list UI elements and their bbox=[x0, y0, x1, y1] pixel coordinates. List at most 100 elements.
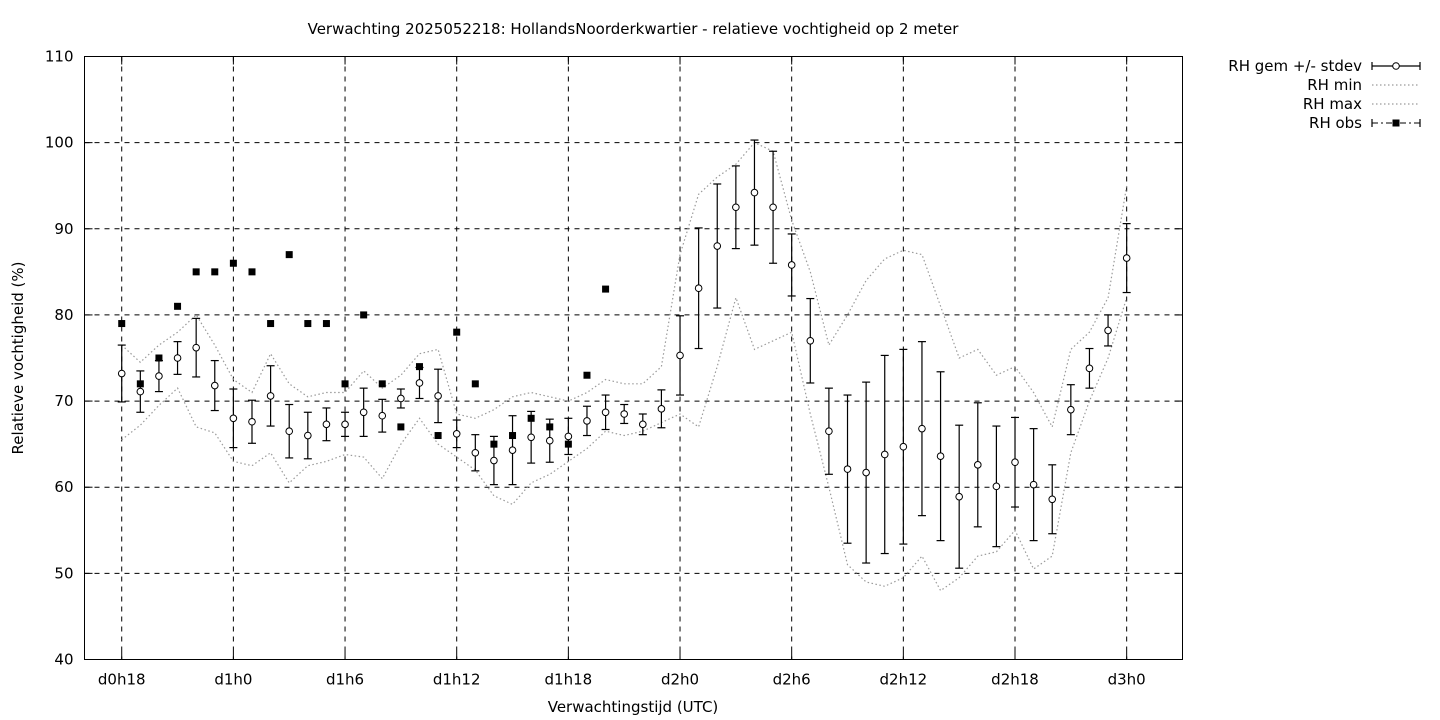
x-tick-label: d0h18 bbox=[98, 671, 146, 689]
rh-mean-point bbox=[713, 242, 722, 250]
rh-obs-point bbox=[174, 302, 182, 310]
rh-mean-point bbox=[843, 465, 852, 473]
rh-mean-errorbar bbox=[973, 402, 982, 528]
rh-obs-point bbox=[285, 251, 293, 259]
rh-mean-point bbox=[676, 351, 684, 360]
rh-obs-point bbox=[322, 320, 330, 328]
rh-mean-point bbox=[527, 433, 535, 442]
rh-mean-errorbar bbox=[1048, 464, 1057, 535]
rh-mean-errorbar bbox=[676, 315, 685, 396]
rh-mean-errorbar bbox=[322, 407, 331, 442]
rh-obs-point bbox=[583, 371, 591, 379]
rh-mean-point bbox=[341, 420, 349, 429]
rh-mean-point bbox=[973, 461, 982, 469]
rh-obs-point bbox=[602, 285, 610, 293]
x-tick-label: d1h6 bbox=[326, 671, 364, 689]
rh-mean-point bbox=[750, 188, 759, 197]
rh-mean-errorbar bbox=[955, 424, 964, 569]
x-tick-label: d1h0 bbox=[214, 671, 252, 689]
x-axis-label: Verwachtingstijd (UTC) bbox=[548, 698, 719, 716]
rh-mean-errorbar bbox=[731, 165, 740, 250]
rh-obs-point bbox=[229, 259, 237, 267]
mean-errorbars bbox=[117, 139, 1131, 569]
rh-mean-point bbox=[992, 482, 1001, 491]
rh-mean-errorbar bbox=[582, 405, 591, 437]
rh-mean-point bbox=[620, 410, 628, 418]
legend-label: RH obs bbox=[1309, 114, 1362, 132]
rh-mean-errorbar bbox=[824, 387, 833, 475]
rh-obs-point bbox=[192, 268, 200, 276]
rh-mean-point bbox=[1011, 458, 1019, 467]
rh-mean-errorbar bbox=[378, 398, 387, 433]
rh-obs-point bbox=[527, 414, 535, 422]
rh-mean-errorbar bbox=[210, 359, 219, 412]
rh-mean-point bbox=[862, 468, 870, 477]
y-tick-label: 90 bbox=[54, 220, 73, 238]
rh-mean-point bbox=[359, 408, 368, 417]
x-tick-label: d2h0 bbox=[661, 671, 699, 689]
x-tick-label: d1h12 bbox=[433, 671, 481, 689]
rh-mean-point bbox=[601, 408, 610, 417]
rh-mean-point bbox=[136, 387, 145, 396]
rh-mean-point bbox=[1085, 364, 1094, 373]
rh-mean-point bbox=[564, 432, 573, 441]
rh-max-line bbox=[121, 141, 1128, 429]
rh-mean-errorbar bbox=[1011, 416, 1020, 508]
rh-mean-errorbar bbox=[173, 341, 182, 375]
rh-mean-point bbox=[1067, 405, 1075, 414]
rh-mean-errorbar bbox=[638, 413, 647, 436]
rh-mean-point bbox=[229, 414, 238, 423]
rh-mean-errorbar bbox=[266, 365, 275, 427]
rh-mean-errorbar bbox=[415, 366, 424, 400]
rh-mean-errorbar bbox=[396, 388, 405, 409]
legend-label: RH gem +/- stdev bbox=[1228, 57, 1362, 75]
rh-obs-point bbox=[490, 440, 498, 448]
rh-mean-point bbox=[304, 431, 312, 440]
rh-mean-point bbox=[266, 392, 275, 400]
rh-obs-point bbox=[397, 423, 405, 431]
rh-obs-point bbox=[211, 268, 219, 276]
x-tick-label: d1h18 bbox=[545, 671, 593, 689]
rh-mean-errorbar bbox=[899, 348, 908, 545]
rh-obs-point bbox=[304, 320, 312, 328]
legend-label: RH max bbox=[1303, 95, 1362, 113]
rh-mean-errorbar bbox=[917, 341, 926, 517]
rh-mean-errorbar bbox=[862, 381, 871, 564]
rh-obs-point bbox=[341, 380, 349, 388]
x-tick-label: d3h0 bbox=[1108, 671, 1146, 689]
rh-min-line bbox=[121, 295, 1128, 592]
rh-mean-errorbar bbox=[471, 434, 480, 472]
y-tick-label: 80 bbox=[54, 306, 73, 324]
rh-mean-errorbar bbox=[564, 417, 573, 456]
rh-mean-errorbar bbox=[843, 394, 852, 544]
rh-mean-errorbar bbox=[1085, 347, 1094, 389]
rh-mean-errorbar bbox=[601, 394, 610, 431]
legend-label: RH min bbox=[1307, 76, 1362, 94]
rh-obs-point bbox=[471, 380, 479, 388]
rh-mean-point bbox=[732, 203, 740, 212]
rh-mean-errorbar bbox=[434, 368, 443, 424]
rh-mean-errorbar bbox=[508, 415, 517, 486]
rh-mean-point bbox=[825, 427, 833, 436]
rh-mean-errorbar bbox=[769, 150, 778, 264]
rh-mean-point bbox=[471, 448, 480, 457]
rh-obs-point bbox=[415, 363, 423, 371]
rh-mean-point bbox=[210, 381, 219, 390]
rh-obs-point bbox=[267, 320, 275, 328]
y-tick-label: 50 bbox=[54, 564, 73, 582]
rh-mean-errorbar bbox=[452, 419, 461, 449]
rh-mean-errorbar bbox=[694, 227, 703, 350]
rh-mean-errorbar bbox=[247, 399, 256, 444]
rh-mean-point bbox=[769, 203, 777, 212]
rh-mean-point bbox=[583, 417, 591, 425]
rh-mean-errorbar bbox=[880, 354, 889, 555]
rh-mean-point bbox=[880, 450, 889, 459]
rh-mean-errorbar bbox=[285, 403, 294, 459]
rh-obs-point bbox=[360, 311, 368, 319]
rh-mean-errorbar bbox=[136, 370, 145, 413]
rh-mean-point bbox=[378, 411, 387, 420]
rh-mean-errorbar bbox=[341, 411, 350, 437]
rh-mean-point bbox=[415, 379, 424, 387]
